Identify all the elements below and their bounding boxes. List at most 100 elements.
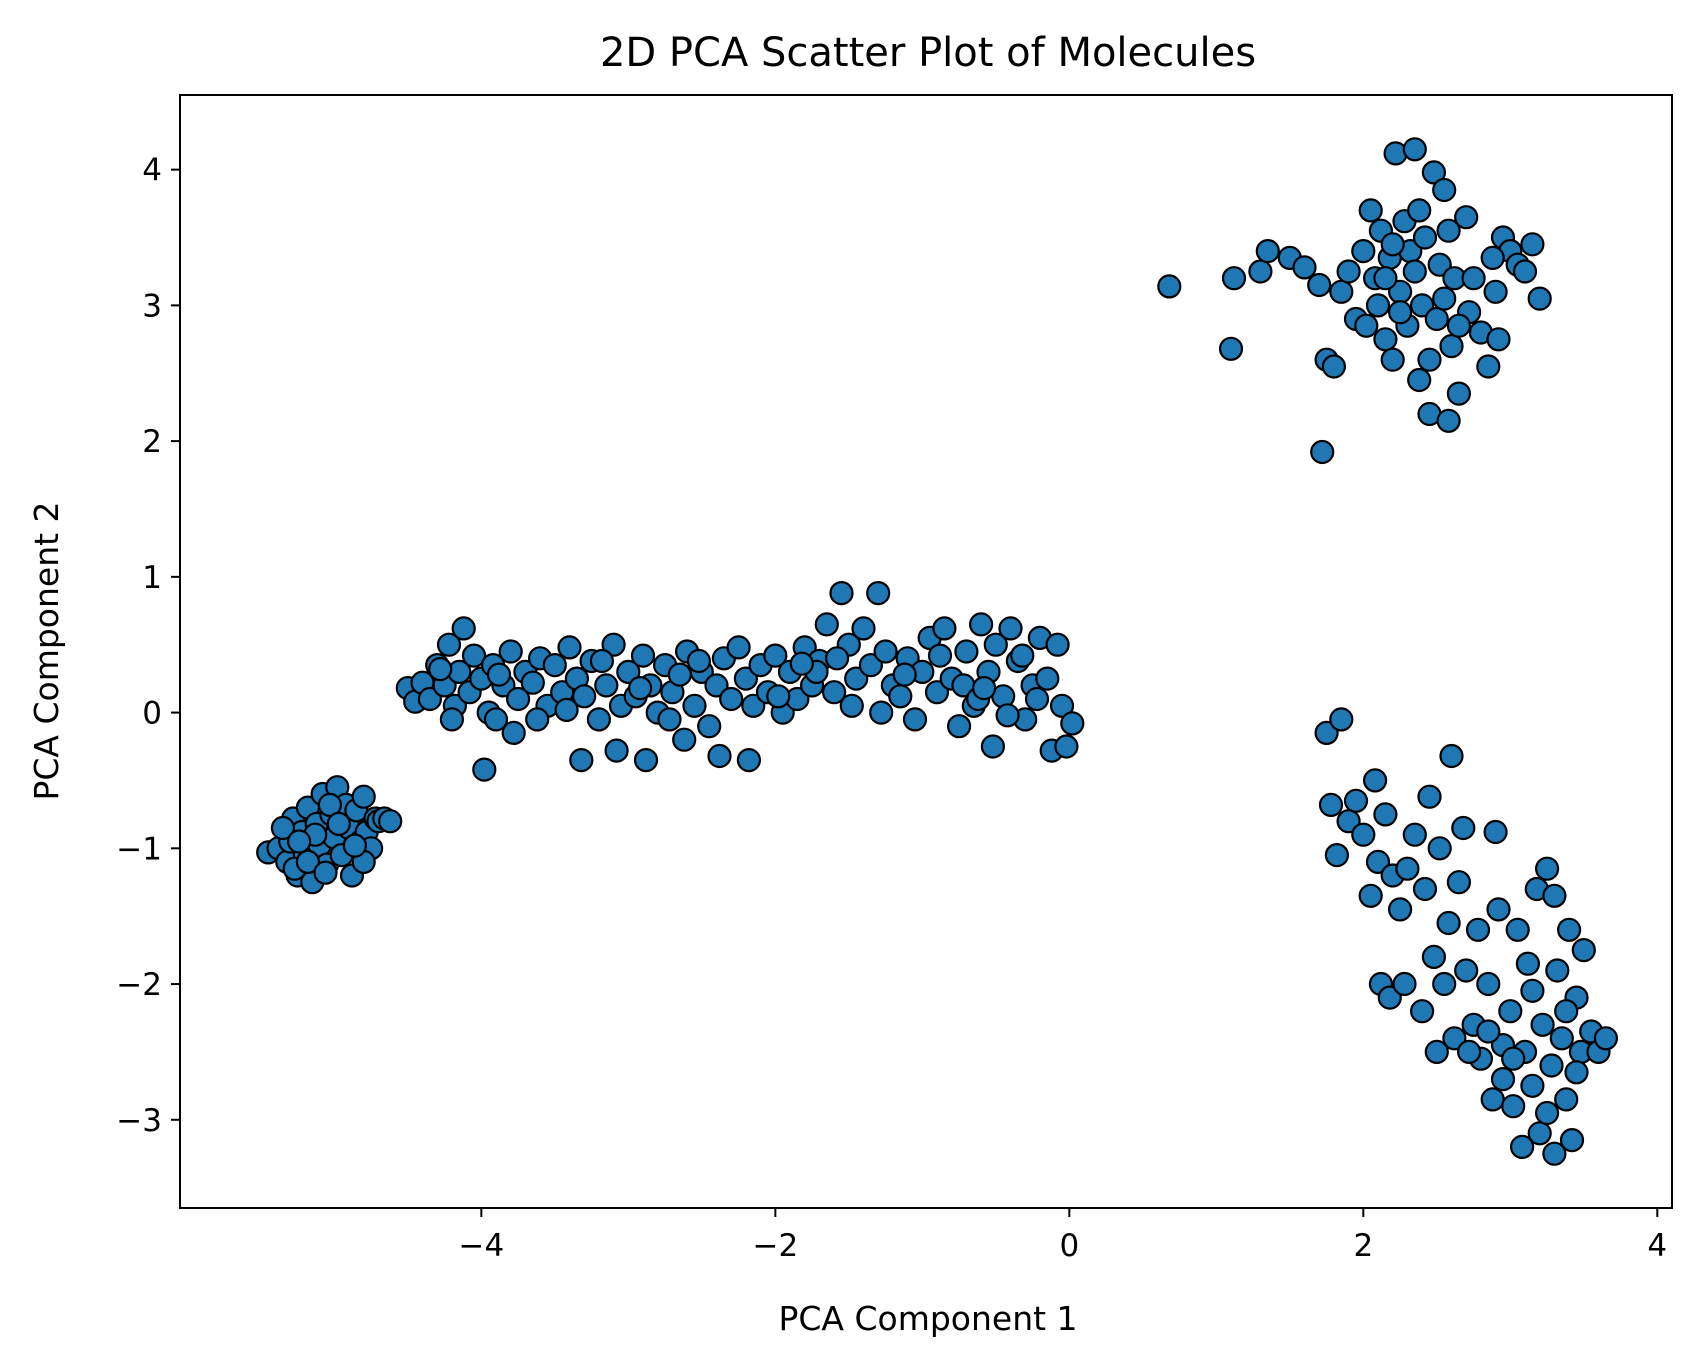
data-point [1380,347,1405,372]
data-point [1329,707,1354,732]
data-point [1373,266,1398,291]
data-point [1465,917,1491,942]
data-point [554,697,579,723]
data-point [326,811,351,837]
data-point [924,680,950,705]
data-point [295,849,320,875]
data-point [1407,367,1432,393]
data-point [998,616,1023,641]
data-point [1373,802,1398,827]
x-tick-label: −2 [752,1228,798,1264]
data-point [313,860,338,885]
data-point [1358,198,1383,223]
data-point [866,580,891,606]
data-point [1329,279,1354,304]
data-point [472,757,497,782]
data-point [851,616,876,641]
data-point [428,656,453,682]
data-point [1564,1060,1589,1085]
data-point [1387,300,1413,325]
data-point [657,707,682,732]
data-point [954,639,979,664]
data-point [1310,439,1335,465]
data-point [1318,792,1344,818]
data-point [1417,784,1442,809]
data-point [501,720,526,746]
data-point [542,652,567,678]
data-point [946,714,972,739]
data-point [1446,381,1472,406]
data-point [525,707,550,732]
data-point [1451,815,1476,841]
data-point [1255,239,1280,264]
data-point [844,666,869,691]
data-point [1421,160,1447,185]
data-point [995,703,1020,728]
data-point [1402,259,1427,284]
data-point [1417,347,1442,372]
data-point [971,675,997,701]
y-tick-label: −3 [116,1103,162,1139]
data-point [858,652,884,678]
data-point [1365,293,1391,318]
chart-title: 2D PCA Scatter Plot of Molecules [600,30,1256,76]
data-point [498,639,523,664]
x-tick-label: −4 [458,1228,504,1264]
data-point [1527,286,1552,311]
data-point [1545,958,1570,983]
data-point [1476,971,1501,997]
data-point [351,784,376,809]
data-point [1446,870,1472,895]
y-tick-label: 0 [142,696,162,732]
data-point [270,815,295,841]
data-point [1476,354,1501,379]
data-point [627,675,653,701]
data-point [733,666,759,691]
data-point [486,662,512,687]
data-point [342,833,367,858]
data-point [461,643,487,668]
y-axis-label: PCA Component 2 [27,501,66,800]
data-point [1221,266,1247,291]
data-point [927,643,953,668]
data-point [1549,1026,1574,1051]
y-tick-label: 1 [142,560,162,596]
data-point [1501,1046,1526,1071]
data-point [1512,259,1538,284]
data-point [1542,883,1567,908]
data-point [1010,643,1035,668]
x-axis-ticks: −4 −2 0 2 4 [458,1208,1667,1264]
data-point [1218,336,1244,361]
data-point [483,707,509,732]
data-point [1060,711,1085,736]
data-point [1035,666,1060,691]
data-point [980,734,1006,759]
data-point [824,646,850,671]
data-point [1427,252,1452,277]
data-point [1454,205,1479,230]
data-point [1556,917,1582,942]
data-point [829,580,854,606]
data-point [1409,293,1435,318]
data-point [839,693,864,718]
data-point [1336,259,1361,284]
y-tick-label: −2 [116,967,162,1003]
data-point [1365,849,1391,875]
data-point [1454,958,1479,983]
data-point [1292,255,1317,280]
data-point [633,747,659,773]
data-point [766,684,791,709]
data-point [1407,198,1432,223]
data-point [667,662,692,687]
data-point [1515,951,1541,976]
data-point [1486,897,1511,922]
data-point [932,616,957,641]
data-point [1024,686,1050,712]
data-point [1343,788,1369,813]
data-point [1351,239,1376,264]
data-point [888,684,913,709]
data-point [1324,842,1350,868]
data-point [1362,768,1388,793]
data-point [1480,245,1505,270]
data-point [1490,1066,1516,1092]
